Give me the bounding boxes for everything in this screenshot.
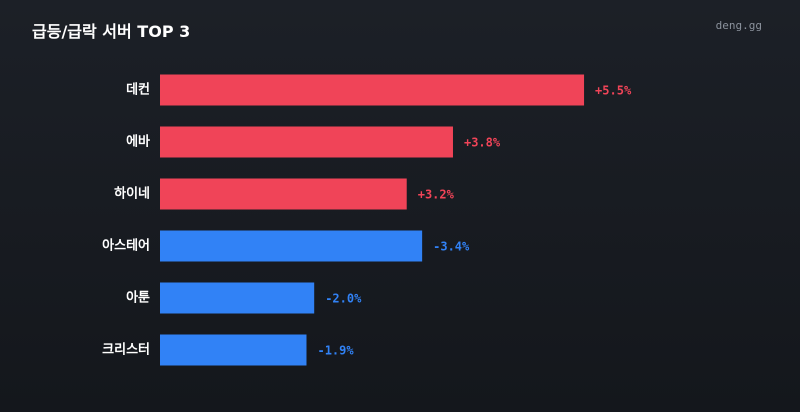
bar [160, 178, 407, 210]
category-label: 아스테어 [102, 238, 150, 254]
value-label: -1.9% [317, 344, 354, 358]
value-label: +3.8% [464, 136, 501, 150]
value-label: -2.0% [325, 292, 362, 306]
chart-title: 급등/급락 서버 TOP 3 [32, 22, 191, 41]
category-label: 아툰 [126, 290, 150, 306]
category-label: 에바 [126, 134, 150, 150]
bar [160, 74, 585, 106]
category-label: 데컨 [126, 82, 150, 98]
bar [160, 230, 423, 262]
bar [160, 334, 307, 366]
category-label: 크리스터 [102, 342, 150, 358]
bar [160, 282, 315, 314]
brand-label: deng.gg [715, 19, 762, 32]
category-label: 하이네 [114, 186, 150, 202]
value-label: -3.4% [433, 240, 470, 254]
bar [160, 126, 453, 158]
value-label: +5.5% [595, 84, 632, 98]
value-label: +3.2% [418, 188, 455, 202]
